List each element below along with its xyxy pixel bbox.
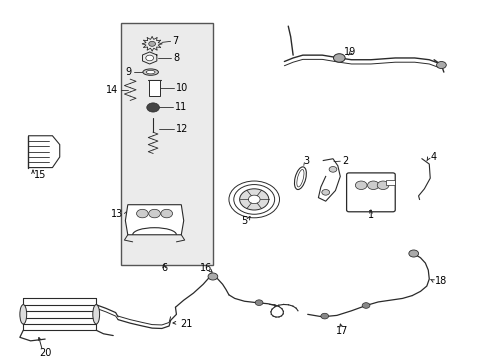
Text: 6: 6 <box>161 264 167 273</box>
Circle shape <box>233 185 274 214</box>
Circle shape <box>145 55 153 61</box>
Text: 2: 2 <box>342 156 348 166</box>
Ellipse shape <box>20 305 27 324</box>
Text: 7: 7 <box>172 36 179 46</box>
Ellipse shape <box>146 70 155 74</box>
Text: 3: 3 <box>302 156 308 166</box>
Polygon shape <box>125 205 183 235</box>
Text: 21: 21 <box>180 319 192 329</box>
Text: 5: 5 <box>241 216 247 226</box>
Ellipse shape <box>142 69 158 75</box>
Circle shape <box>255 300 263 306</box>
Text: 1: 1 <box>367 210 373 220</box>
Circle shape <box>248 195 260 204</box>
Text: 20: 20 <box>39 348 51 358</box>
Circle shape <box>333 54 345 62</box>
Text: 12: 12 <box>176 124 188 134</box>
Bar <box>148 80 160 96</box>
Text: 17: 17 <box>335 326 347 336</box>
Circle shape <box>376 181 388 189</box>
Circle shape <box>328 167 336 172</box>
Circle shape <box>362 303 369 308</box>
Circle shape <box>239 189 268 210</box>
Text: 14: 14 <box>105 85 118 95</box>
Ellipse shape <box>294 167 305 189</box>
Circle shape <box>136 209 148 218</box>
Text: 19: 19 <box>344 46 356 57</box>
Circle shape <box>408 250 418 257</box>
Text: 15: 15 <box>34 170 46 180</box>
Circle shape <box>228 181 279 218</box>
Text: 8: 8 <box>173 53 179 63</box>
Text: 18: 18 <box>434 276 447 286</box>
Circle shape <box>161 209 172 218</box>
Text: 10: 10 <box>176 83 188 93</box>
Circle shape <box>146 103 159 112</box>
Text: 11: 11 <box>175 103 187 112</box>
Circle shape <box>207 273 217 280</box>
Circle shape <box>355 181 366 189</box>
Text: 16: 16 <box>199 264 211 273</box>
Text: 4: 4 <box>429 152 435 162</box>
FancyBboxPatch shape <box>346 173 394 212</box>
Circle shape <box>148 41 155 46</box>
Ellipse shape <box>93 305 100 324</box>
Ellipse shape <box>296 170 304 187</box>
Circle shape <box>321 189 329 195</box>
Text: 9: 9 <box>125 67 131 77</box>
Circle shape <box>367 181 378 189</box>
Circle shape <box>148 209 160 218</box>
Text: 13: 13 <box>110 208 122 219</box>
Polygon shape <box>28 136 60 168</box>
Circle shape <box>320 313 328 319</box>
Bar <box>120 23 212 265</box>
Circle shape <box>436 62 446 68</box>
Bar <box>385 180 394 185</box>
